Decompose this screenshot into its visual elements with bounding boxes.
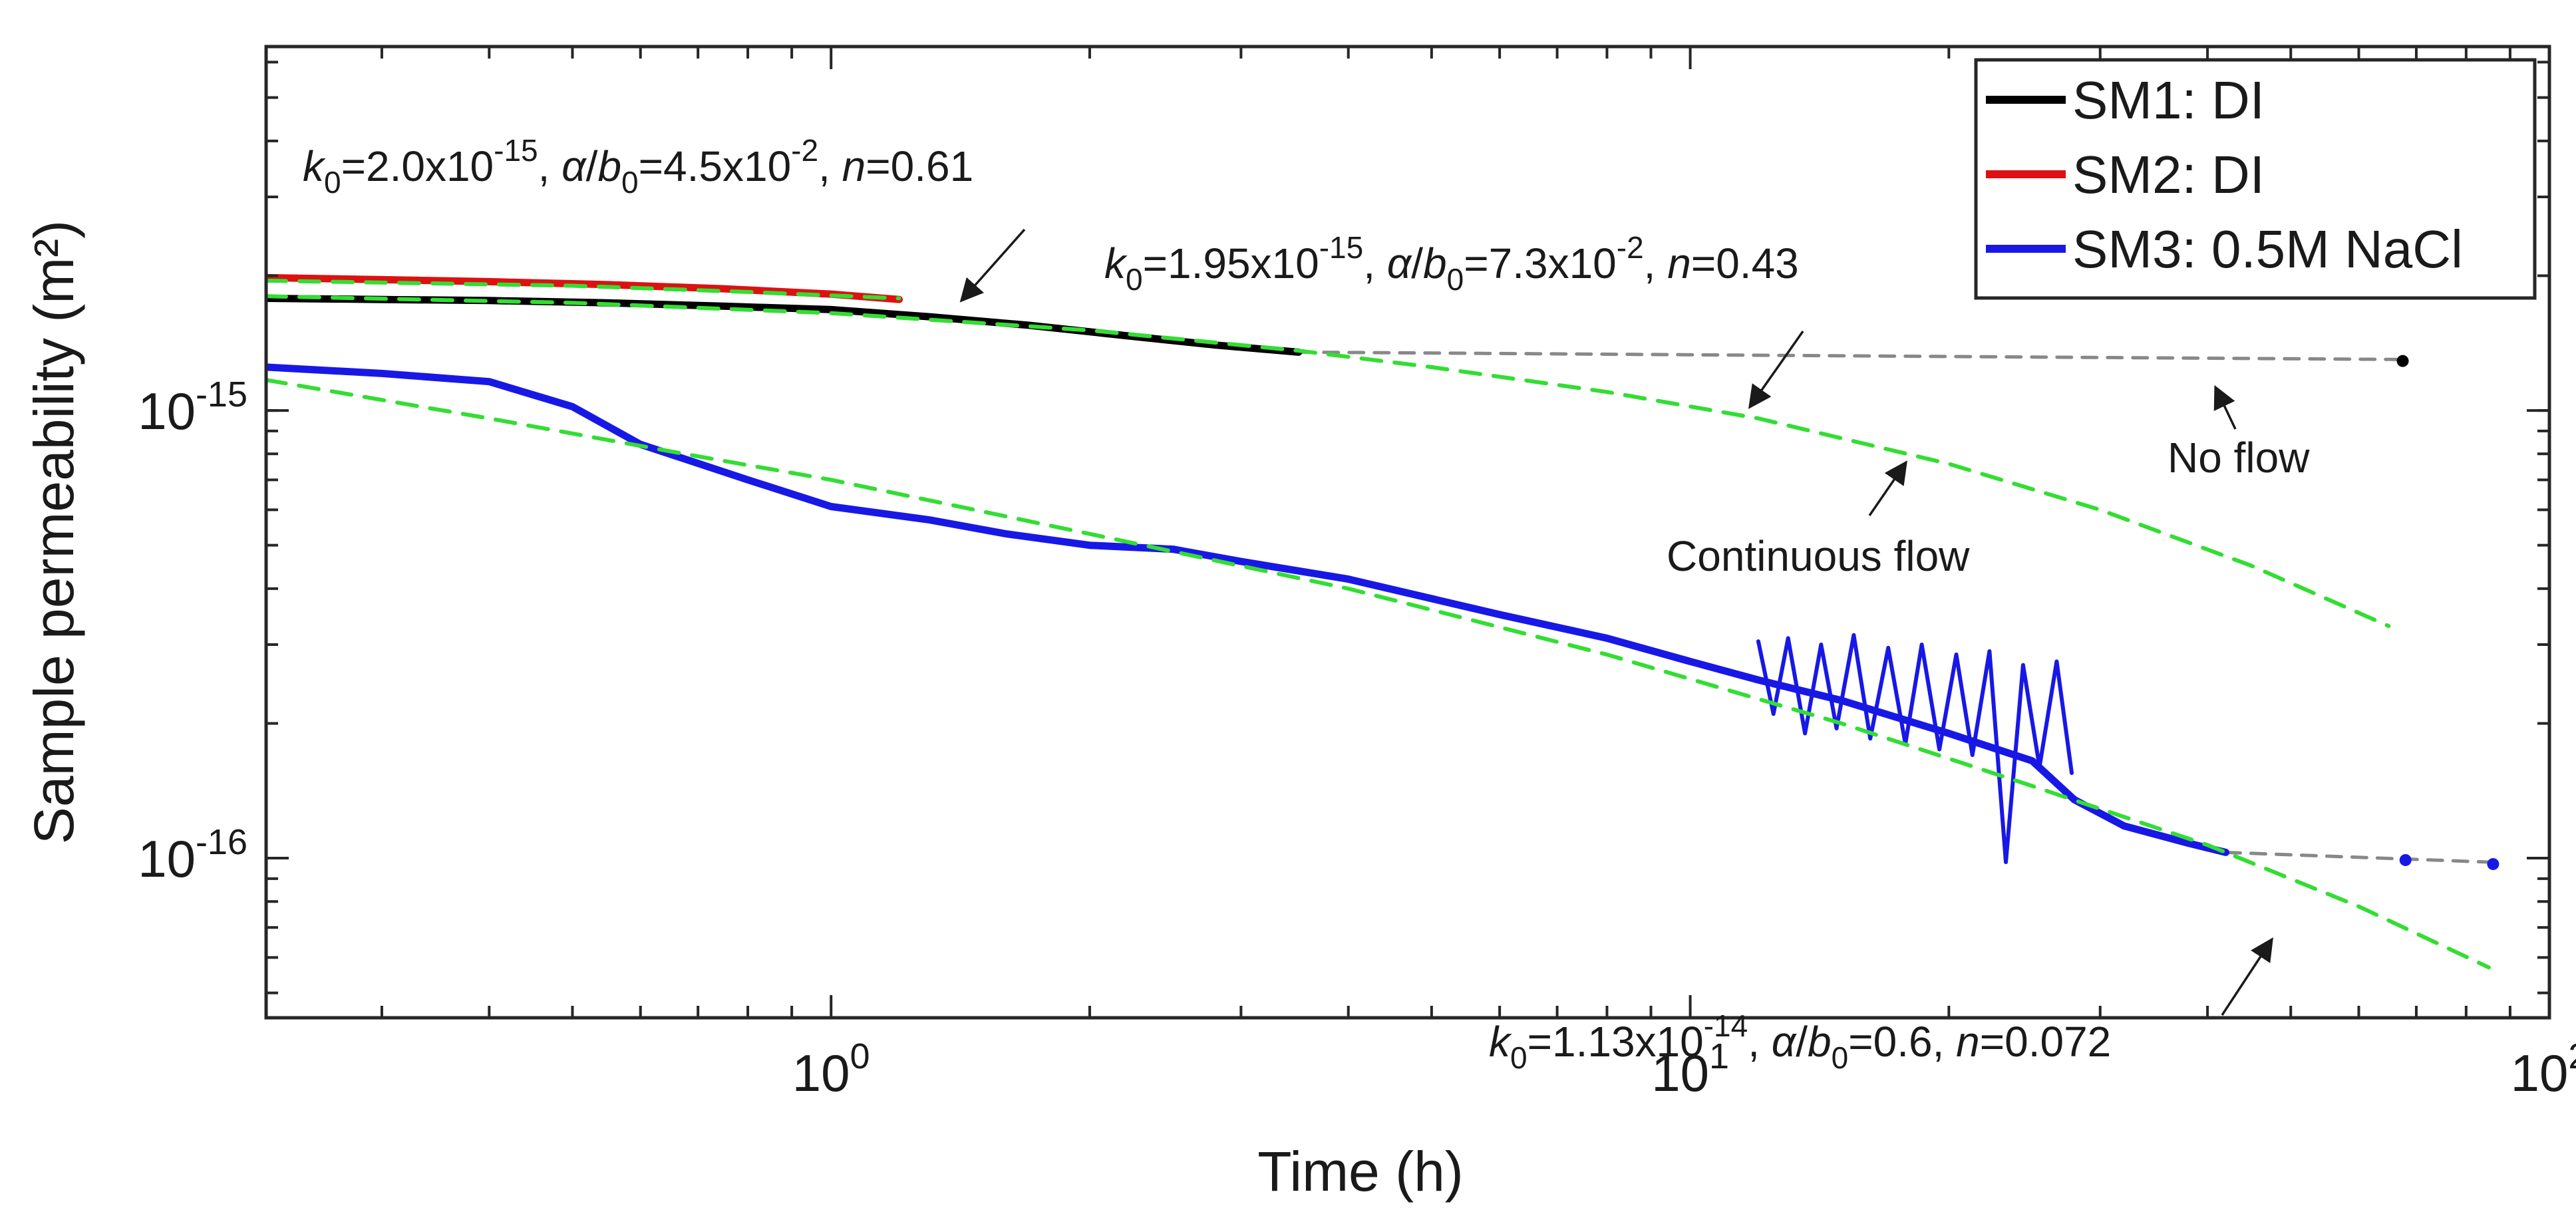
series-sm3-noisy-measurements	[1756, 633, 2074, 864]
y-tick-label: 10-16	[138, 822, 247, 888]
tick-layer: 100 101 102 10-16 10-15	[138, 47, 2576, 1102]
y-axis-label: Sample permeability (m²)	[23, 220, 85, 844]
annotation-sm2: k0=2.0x10-15, α/b0=4.5x10-2, n=0.61	[303, 133, 973, 200]
x-tick-label: 102	[2511, 1036, 2576, 1102]
annotation-arrow-sm1	[1748, 330, 1804, 409]
annotation-arrow-sm2	[959, 228, 1026, 303]
legend-box	[1974, 58, 2537, 300]
annotation-sm3: k0=1.13x10-14, α/b0=0.6, n=0.072	[1489, 1008, 2111, 1075]
legend: SM1: DI SM2: DI SM3: 0.5M NaCl	[1974, 58, 2537, 300]
series-sm1-fit	[266, 294, 2391, 629]
annotation-arrow-continuous	[1868, 460, 1907, 516]
series-sm1-no-flow	[1297, 350, 2402, 361]
series-sm3-no-flow	[2224, 850, 2491, 864]
marker-sm1-late-measurement	[2396, 355, 2409, 367]
series-layer	[266, 273, 2499, 970]
series-sm2-fit	[266, 278, 901, 301]
annotation-arrow-sm3	[2221, 937, 2273, 1016]
legend-label-sm3: SM3: 0.5M NaCl	[2072, 220, 2463, 279]
annotation-noflow: No flow	[2168, 434, 2310, 482]
x-tick-label: 101	[1651, 1036, 1729, 1102]
marker-sm3-late-measurement-b	[2487, 857, 2499, 870]
legend-label-sm2: SM2: DI	[2072, 145, 2265, 204]
plot-frame	[264, 45, 2551, 1020]
x-axis-label: Time (h)	[1257, 1140, 1464, 1203]
x-tick-label: 100	[792, 1036, 870, 1102]
annotation-sm1: k0=1.95x10-15, α/b0=7.3x10-2, n=0.43	[1104, 230, 1799, 297]
y-tick-label: 10-15	[138, 375, 247, 440]
series-sm3-fit	[266, 378, 2491, 970]
legend-label-sm1: SM1: DI	[2072, 71, 2265, 130]
annotation-layer: k0=2.0x10-15, α/b0=4.5x10-2, n=0.61 k0=1.…	[303, 133, 2310, 1075]
annotation-continuous: Continuous flow	[1667, 532, 1970, 580]
annotation-arrow-noflow	[2213, 384, 2237, 430]
marker-sm3-late-measurement-a	[2399, 853, 2412, 866]
